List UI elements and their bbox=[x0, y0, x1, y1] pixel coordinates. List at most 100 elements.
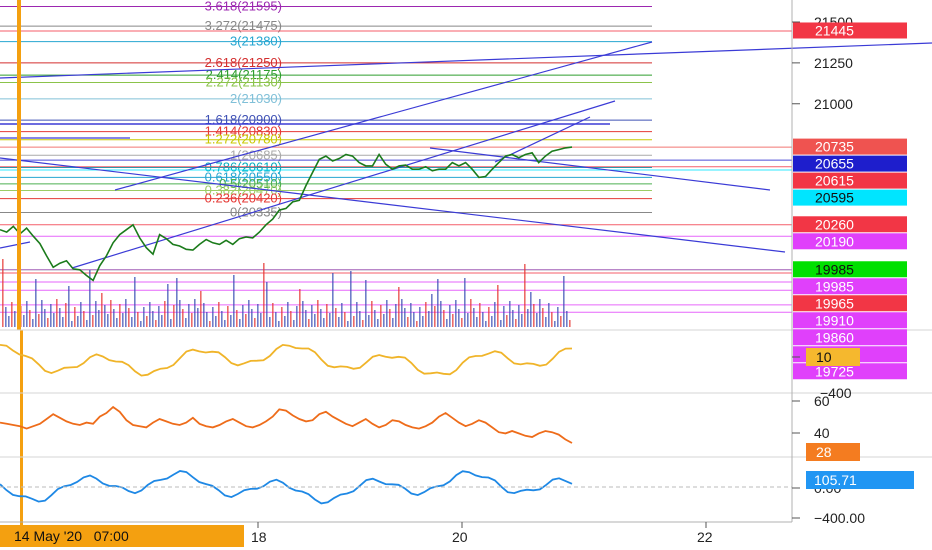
volume-bar bbox=[473, 308, 475, 327]
volume-bar bbox=[251, 309, 253, 327]
volume-bar bbox=[518, 305, 520, 327]
volume-bar bbox=[113, 309, 115, 327]
volume-bar bbox=[374, 310, 376, 327]
volume-bar bbox=[26, 301, 28, 327]
fib-level-label: 0.382(20470) bbox=[205, 182, 282, 197]
volume-bar bbox=[125, 299, 127, 327]
osc2-tick: 40 bbox=[814, 425, 830, 441]
volume-bar bbox=[440, 301, 442, 327]
volume-bar bbox=[563, 276, 565, 327]
volume-bar bbox=[497, 285, 499, 327]
volume-bar bbox=[167, 284, 169, 327]
volume-bar bbox=[275, 312, 277, 327]
volume-bar bbox=[437, 279, 439, 327]
volume-bar bbox=[146, 316, 148, 327]
volume-bar bbox=[302, 301, 304, 327]
fib-level-label: 0.618(20550) bbox=[205, 169, 282, 184]
volume-bar bbox=[242, 305, 244, 327]
volume-bar bbox=[404, 308, 406, 327]
volume-bar bbox=[377, 319, 379, 327]
volume-bar bbox=[485, 321, 487, 327]
volume-bar bbox=[74, 307, 76, 327]
volume-bar bbox=[206, 312, 208, 327]
fib-level-label: 1.414(20830) bbox=[205, 124, 282, 139]
trend-line[interactable] bbox=[114, 41, 653, 191]
volume-bar bbox=[41, 300, 43, 327]
volume-bar bbox=[296, 306, 298, 327]
trend-line[interactable] bbox=[0, 241, 31, 249]
time-axis[interactable]: 18 20 22 bbox=[251, 522, 713, 545]
volume-bar bbox=[371, 301, 373, 327]
price-axis[interactable]: 2150021250210002144520735206552061520595… bbox=[792, 14, 907, 380]
volume-bar bbox=[89, 270, 91, 327]
time-tick: 20 bbox=[452, 529, 468, 545]
volume-bar bbox=[362, 320, 364, 327]
volume-bar bbox=[350, 271, 352, 327]
volume-bar bbox=[50, 304, 52, 327]
volume-bar bbox=[98, 310, 100, 327]
volume-bar bbox=[221, 311, 223, 327]
volume-bar bbox=[233, 275, 235, 327]
volume-bar bbox=[248, 300, 250, 327]
osc2-value-tag: 28 bbox=[806, 443, 860, 461]
volume-bar bbox=[86, 320, 88, 327]
volume-bar bbox=[443, 310, 445, 327]
trend-line[interactable] bbox=[429, 147, 771, 191]
volume-bar bbox=[389, 309, 391, 327]
volume-bar bbox=[116, 318, 118, 327]
volume-bar bbox=[503, 306, 505, 327]
price-tag: 19725 bbox=[793, 363, 907, 380]
volume-bar bbox=[413, 312, 415, 327]
volume-bar bbox=[317, 300, 319, 327]
volume-bar bbox=[446, 319, 448, 327]
volume-bar bbox=[254, 318, 256, 327]
fib-level-label: 1(20685) bbox=[230, 147, 282, 162]
price-tag: 21445 bbox=[793, 22, 907, 39]
volume-bar bbox=[134, 277, 136, 327]
volume-bar bbox=[401, 299, 403, 327]
volume-bar bbox=[179, 300, 181, 327]
session-marker-line bbox=[20, 330, 23, 545]
svg-text:19725: 19725 bbox=[815, 363, 854, 379]
volume-bars bbox=[2, 259, 571, 327]
volume-bar bbox=[119, 304, 121, 327]
volume-bar bbox=[101, 293, 103, 327]
volume-bar bbox=[284, 316, 286, 327]
volume-bar bbox=[143, 307, 145, 327]
volume-bar bbox=[104, 305, 106, 327]
volume-bar bbox=[107, 314, 109, 327]
volume-bar bbox=[53, 313, 55, 327]
volume-bar bbox=[326, 304, 328, 327]
volume-bar bbox=[434, 306, 436, 327]
trend-line[interactable] bbox=[71, 100, 616, 269]
volume-bar bbox=[245, 314, 247, 327]
volume-bar bbox=[137, 312, 139, 327]
volume-bar bbox=[398, 287, 400, 327]
volume-bar bbox=[353, 316, 355, 327]
volume-bar bbox=[278, 321, 280, 327]
volume-bar bbox=[449, 305, 451, 327]
volume-bar bbox=[368, 315, 370, 327]
svg-text:105.71: 105.71 bbox=[814, 472, 857, 488]
volume-bar bbox=[356, 302, 358, 327]
volume-bar bbox=[212, 307, 214, 327]
volume-bar bbox=[155, 320, 157, 327]
volume-bar bbox=[35, 279, 37, 327]
fib-level-label: 3.272(21475) bbox=[205, 18, 282, 33]
fib-level-label: 0.5(20510) bbox=[219, 176, 282, 191]
fib-level-label: 2.618(21250) bbox=[205, 55, 282, 70]
volume-bar bbox=[461, 318, 463, 327]
osc2-axis: 60 40 bbox=[792, 393, 830, 441]
trend-lines[interactable] bbox=[0, 41, 932, 269]
svg-text:19910: 19910 bbox=[815, 312, 854, 328]
volume-bar bbox=[161, 315, 163, 327]
volume-bar bbox=[131, 317, 133, 327]
volume-bar bbox=[287, 302, 289, 327]
volume-bar bbox=[551, 312, 553, 327]
volume-bar bbox=[428, 311, 430, 327]
price-tag: 20655 bbox=[793, 155, 907, 172]
trend-line[interactable] bbox=[0, 157, 786, 253]
trend-line[interactable] bbox=[0, 42, 932, 79]
volume-bar bbox=[11, 302, 13, 327]
